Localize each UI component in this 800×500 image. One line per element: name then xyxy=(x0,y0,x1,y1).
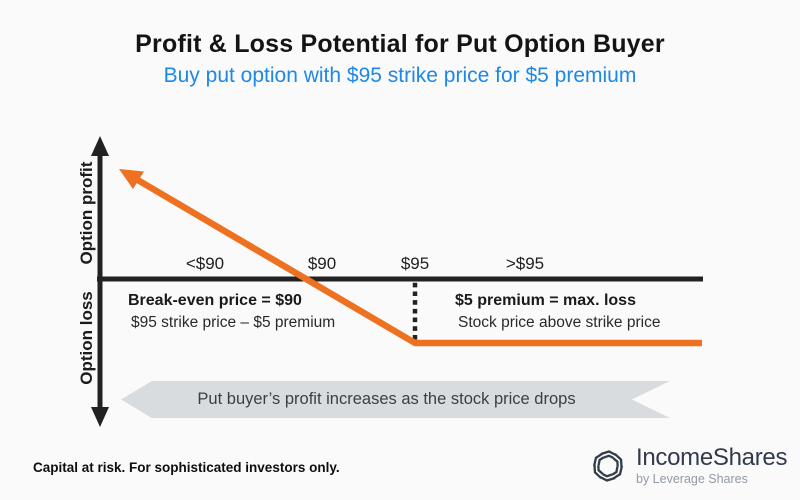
brand-name: IncomeShares xyxy=(636,444,788,471)
x-tick-95: $95 xyxy=(400,254,430,273)
break-even-note-title: Break-even price = $90 xyxy=(128,292,302,309)
risk-disclaimer: Capital at risk. For sophisticated inves… xyxy=(33,460,340,475)
y-axis-loss-label: Option loss xyxy=(77,291,96,385)
incomeshares-logo: IncomeShares by Leverage Shares xyxy=(590,446,787,486)
x-tick-above-95: >$95 xyxy=(505,254,545,273)
hexagon-logo-icon xyxy=(592,450,624,482)
brand-tagline: by Leverage Shares xyxy=(636,472,748,486)
max-loss-note: $5 premium = max. loss Stock price above… xyxy=(455,290,660,334)
page-subtitle: Buy put option with $95 strike price for… xyxy=(163,64,637,87)
x-tick-below-90: <$90 xyxy=(185,254,225,273)
x-tick-90: $90 xyxy=(307,254,337,273)
payoff-arrow-icon xyxy=(119,169,144,189)
max-loss-note-title: $5 premium = max. loss xyxy=(455,292,636,309)
profit-direction-banner: Put buyer’s profit increases as the stoc… xyxy=(121,381,670,418)
y-axis-profit-label: Option profit xyxy=(77,161,96,265)
y-axis-down-arrow-icon xyxy=(91,407,109,427)
max-loss-note-detail: Stock price above strike price xyxy=(458,314,661,331)
page-title: Profit & Loss Potential for Put Option B… xyxy=(135,30,665,58)
brand-text-block: IncomeShares by Leverage Shares xyxy=(636,444,788,487)
break-even-note-detail: $95 strike price – $5 premium xyxy=(131,314,336,331)
banner-text: Put buyer’s profit increases as the stoc… xyxy=(197,390,576,408)
break-even-note: Break-even price = $90 $95 strike price … xyxy=(128,290,335,334)
